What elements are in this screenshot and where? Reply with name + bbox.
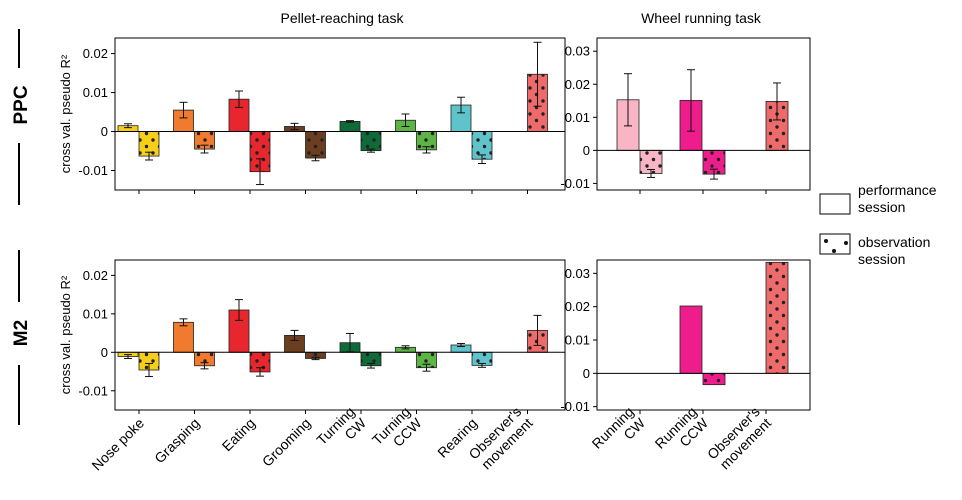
bar-dot-overlay bbox=[139, 131, 159, 157]
bar-performance bbox=[339, 121, 361, 132]
y-tick-label: 0.01 bbox=[83, 306, 108, 321]
legend-observation-line1: observation bbox=[858, 234, 930, 250]
bar-dot-overlay bbox=[305, 131, 326, 159]
x-tick-label: Grasping bbox=[151, 415, 202, 466]
y-tick-label: 0.03 bbox=[565, 266, 590, 281]
bar-dot-overlay bbox=[472, 131, 492, 160]
plot-frame bbox=[114, 37, 566, 191]
bar-dot-overlay bbox=[361, 352, 381, 366]
row-label-m2-group: M2 bbox=[11, 250, 32, 425]
y-axis-label: cross val. pseudo R² bbox=[58, 54, 73, 173]
y-tick-label: -0.01 bbox=[78, 383, 108, 398]
chart-panel-1: -0.01 0 0.01 0.02 0.03 bbox=[560, 37, 811, 194]
bar-dot-overlay bbox=[766, 262, 788, 374]
col-title-wheel: Wheel running task bbox=[641, 10, 762, 26]
bar-dot-overlay bbox=[194, 131, 215, 150]
bar-dot-overlay bbox=[472, 352, 492, 366]
bar-dot-overlay bbox=[640, 150, 662, 174]
bar-dot-overlay bbox=[703, 150, 725, 175]
bar-dot-overlay bbox=[139, 352, 159, 370]
y-tick-label: 0.02 bbox=[83, 46, 108, 61]
y-tick-label: 0.02 bbox=[83, 268, 108, 283]
y-tick-label: 0.02 bbox=[565, 77, 590, 92]
legend-dot bbox=[824, 239, 828, 243]
y-tick-label: 0.01 bbox=[83, 85, 108, 100]
legend: performance session observation session bbox=[819, 182, 940, 267]
y-tick-label: 0.03 bbox=[565, 44, 590, 59]
y-tick-label: 0.02 bbox=[565, 299, 590, 314]
col-title-pellet: Pellet-reaching task bbox=[281, 10, 405, 26]
bar-dot-overlay bbox=[416, 131, 437, 150]
x-tick-label-line: Nose poke bbox=[88, 415, 147, 474]
bar-performance bbox=[173, 321, 194, 353]
bar-dot-overlay bbox=[361, 131, 381, 151]
bar-dot-overlay bbox=[194, 352, 215, 366]
row-label-ppc: PPC bbox=[11, 85, 32, 124]
y-tick-label: 0.01 bbox=[565, 333, 590, 348]
bar-dot-overlay bbox=[766, 101, 788, 151]
legend-observation-swatch bbox=[819, 233, 851, 255]
y-tick-label: 0 bbox=[101, 345, 108, 360]
chart-panel-0: -0.01 0 0.01 0.02 cross val. pseudo R² bbox=[58, 37, 566, 194]
x-tick-label: Nose poke bbox=[88, 415, 147, 474]
chart-panel-2: -0.01 0 0.01 0.02 cross val. pseudo R² Nose p… bbox=[58, 259, 566, 474]
bar-dot-overlay bbox=[416, 352, 437, 368]
bar-dot-overlay bbox=[250, 352, 270, 372]
y-axis-label: cross val. pseudo R² bbox=[58, 275, 73, 394]
y-tick-label: 0 bbox=[583, 143, 590, 158]
x-tick-label: Grooming bbox=[259, 415, 314, 470]
y-tick-label: 0 bbox=[101, 124, 108, 139]
legend-performance-line1: performance bbox=[858, 182, 937, 198]
y-tick-label: 0.01 bbox=[565, 110, 590, 125]
bar-performance bbox=[679, 305, 703, 374]
legend-performance-swatch bbox=[819, 193, 851, 215]
x-tick-label-line: Grooming bbox=[259, 415, 314, 470]
bar-dot-overlay bbox=[703, 373, 725, 385]
x-tick-label-line: Eating bbox=[219, 415, 258, 454]
plot-frame bbox=[114, 259, 566, 411]
bar-dot-overlay bbox=[250, 131, 270, 172]
y-tick-label: -0.01 bbox=[560, 399, 590, 414]
legend-observation-line2: session bbox=[858, 251, 905, 267]
y-tick-label: -0.01 bbox=[560, 176, 590, 191]
row-label-ppc-group: PPC bbox=[11, 29, 32, 205]
legend-performance-label: performance session bbox=[858, 182, 940, 215]
chart-panels: -0.01 0 0.01 0.02 cross val. pseudo R² -0.01 0… bbox=[58, 37, 811, 474]
legend-performance-line2: session bbox=[858, 199, 905, 215]
bar-dot-overlay bbox=[305, 352, 326, 359]
row-label-m2: M2 bbox=[11, 320, 32, 346]
x-tick-label: Eating bbox=[219, 415, 258, 454]
x-tick-label: Observer'smovement bbox=[704, 403, 774, 473]
x-tick-label: Observer'smovement bbox=[465, 403, 535, 473]
legend-dot bbox=[832, 249, 836, 253]
x-tick-label-line: Grasping bbox=[151, 415, 202, 466]
legend-observation-label: observation session bbox=[858, 234, 934, 267]
legend-dot bbox=[844, 241, 848, 245]
y-tick-label: -0.01 bbox=[78, 163, 108, 178]
y-tick-label: 0 bbox=[583, 366, 590, 381]
